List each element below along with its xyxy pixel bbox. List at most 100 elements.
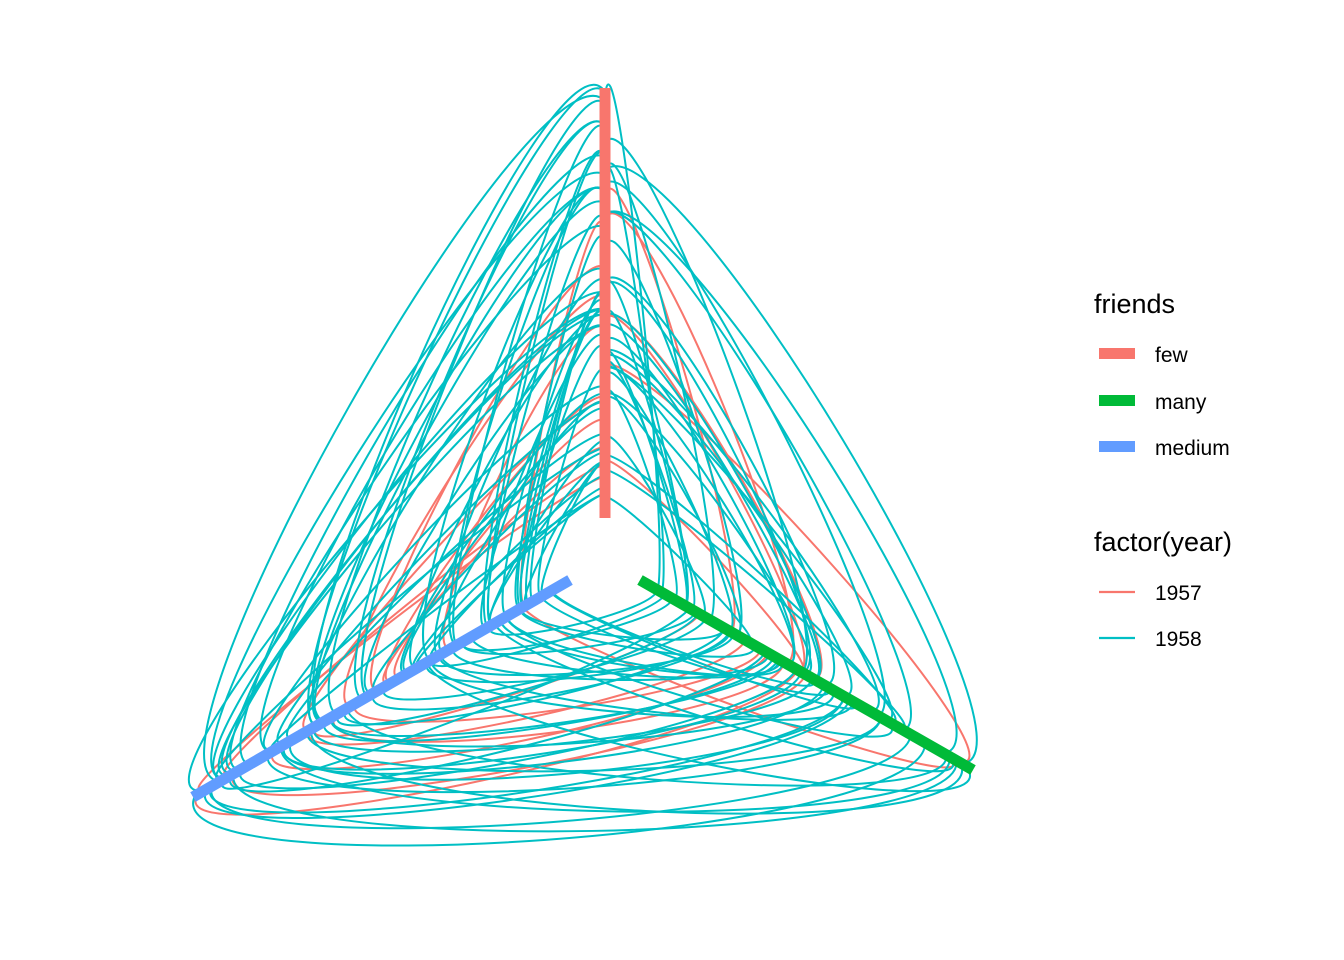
legend-label-1957: 1957	[1155, 582, 1202, 605]
edge-1958	[409, 313, 606, 670]
edge-1958	[323, 656, 775, 743]
edge-1958	[604, 370, 734, 632]
edge-1958	[371, 630, 731, 711]
edge-1958	[203, 699, 851, 819]
edge-1958	[604, 354, 853, 698]
edge-1957	[353, 648, 763, 723]
edge-1958	[221, 607, 691, 790]
edge-1958	[267, 717, 882, 794]
edge-1958	[604, 336, 796, 666]
edge-1958	[382, 617, 708, 701]
edge-1958	[525, 292, 606, 605]
edge-1958	[220, 314, 606, 774]
edge-1958	[422, 186, 606, 662]
edge-1958	[516, 235, 606, 610]
edge-1958	[276, 400, 606, 745]
edge-1958	[433, 278, 606, 657]
edge-1958	[282, 671, 802, 771]
edge-1958	[518, 608, 755, 658]
edge-1958	[280, 746, 951, 813]
edge-1958	[439, 654, 853, 721]
edge-1958	[604, 364, 894, 722]
legend: friends few many medium factor(year) 195…	[1094, 289, 1232, 651]
edge-1958	[604, 279, 689, 607]
edge-1958	[604, 138, 808, 674]
axes-layer	[190, 88, 976, 802]
edge-1958	[360, 99, 606, 698]
legend-key-many	[1099, 395, 1135, 406]
edge-1958	[212, 291, 606, 779]
edge-1958	[604, 83, 661, 591]
edge-1958	[604, 453, 897, 724]
edge-1958	[519, 608, 725, 641]
edge-1958	[604, 165, 978, 765]
edge-1958	[259, 186, 606, 754]
edge-1957	[393, 418, 606, 679]
edge-1958	[239, 154, 606, 766]
edge-1958	[448, 186, 606, 647]
edge-1958	[262, 385, 606, 751]
edge-1957	[194, 669, 799, 816]
legend-label-few: few	[1155, 344, 1189, 367]
legend-title-year: factor(year)	[1094, 527, 1232, 557]
edge-1958	[604, 281, 811, 674]
edge-1958	[330, 686, 829, 748]
edge-1958	[210, 171, 606, 781]
edge-1958	[289, 695, 844, 781]
edge-1958	[232, 760, 958, 833]
edge-1958	[604, 180, 886, 717]
edge-1958	[305, 717, 882, 773]
legend-title-friends: friends	[1094, 289, 1175, 319]
edge-1958	[604, 210, 958, 754]
edge-1958	[604, 468, 906, 729]
edge-1957	[604, 212, 795, 665]
edge-1958	[239, 668, 798, 790]
edge-1958	[486, 214, 606, 627]
edge-1958	[313, 677, 814, 753]
legend-label-medium: medium	[1155, 437, 1230, 460]
edge-1958	[209, 696, 847, 814]
edge-1957	[231, 674, 807, 797]
edge-1958	[604, 435, 706, 617]
edge-1958	[372, 451, 606, 691]
edge-1958	[331, 658, 780, 737]
edge-1958	[425, 662, 971, 793]
edge-1958	[402, 407, 606, 674]
axis-medium	[190, 575, 573, 802]
edge-1957	[369, 265, 606, 693]
edge-1958	[523, 461, 606, 606]
edge-1958	[604, 359, 696, 611]
edge-1958	[430, 659, 835, 718]
legend-label-many: many	[1155, 391, 1207, 414]
legend-label-1958: 1958	[1155, 628, 1202, 651]
edge-1958	[311, 83, 606, 723]
edge-1958	[604, 240, 743, 637]
edge-1958	[187, 308, 606, 792]
edge-1958	[604, 392, 813, 675]
edge-1958	[363, 324, 606, 695]
edge-1958	[346, 708, 947, 787]
edge-1958	[430, 593, 667, 668]
edge-1958	[604, 395, 742, 636]
edge-1958	[604, 276, 836, 687]
axis-many	[637, 575, 976, 775]
edge-1958	[604, 165, 665, 593]
edge-1958	[353, 120, 606, 701]
edge-1958	[483, 149, 606, 629]
edge-1958	[488, 460, 606, 626]
edge-1957	[604, 458, 805, 672]
edge-1958	[343, 627, 726, 726]
edge-1958	[309, 728, 964, 815]
edge-1958	[327, 120, 606, 716]
edge-1958	[307, 87, 606, 728]
edge-1958	[537, 368, 606, 598]
edge-1958	[462, 611, 697, 655]
edge-1958	[217, 325, 606, 777]
edge-1958	[451, 647, 770, 681]
edge-1958	[336, 612, 700, 727]
edge-1958	[399, 393, 606, 675]
legend-key-few	[1099, 348, 1135, 359]
edge-1958	[604, 162, 715, 621]
edge-1958	[519, 310, 606, 608]
